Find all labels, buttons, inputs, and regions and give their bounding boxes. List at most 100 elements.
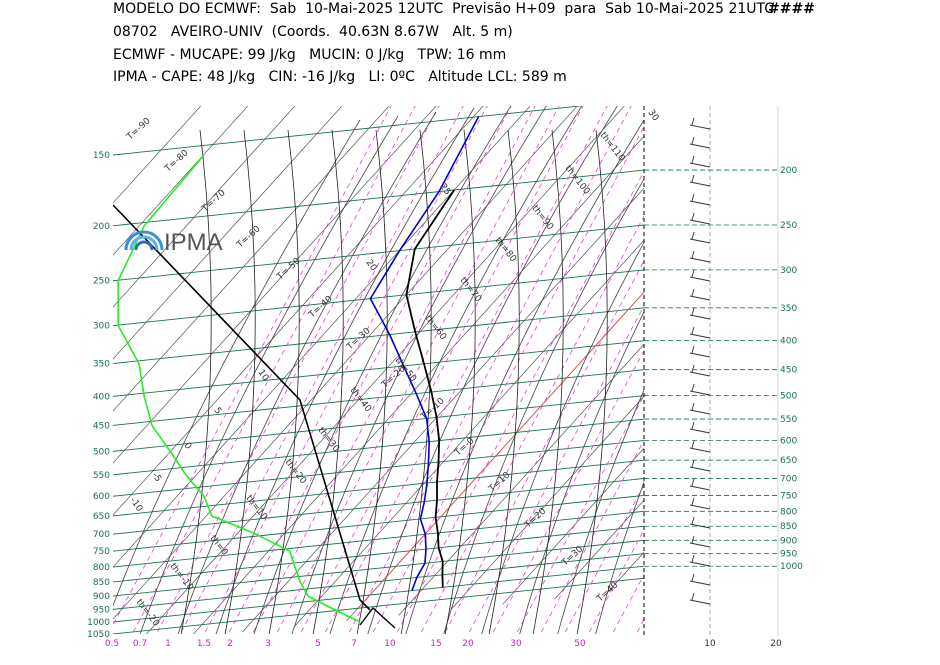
wind-barb bbox=[689, 333, 711, 339]
dry-adiabat bbox=[405, 119, 644, 634]
moist-adiabat bbox=[400, 129, 432, 634]
wind-barb-feather bbox=[691, 155, 695, 164]
isotherm-line bbox=[113, 106, 437, 464]
wind-barb bbox=[689, 181, 711, 187]
mixing-ratio-line bbox=[347, 106, 632, 634]
temperature-profile bbox=[405, 189, 455, 588]
isobar-line bbox=[113, 369, 644, 426]
dry-adiabat bbox=[557, 389, 644, 634]
isotherm-line bbox=[146, 106, 625, 634]
dry-adiabat bbox=[177, 111, 437, 634]
moist-adiabat bbox=[444, 129, 476, 634]
wind-barb-feather bbox=[691, 307, 695, 316]
wind-barb bbox=[689, 428, 711, 434]
wind-panel: 10 20 bbox=[644, 106, 782, 649]
isotherm-label: T=-90 bbox=[125, 116, 153, 143]
ipma-logo: IPMA bbox=[124, 229, 223, 256]
isotherm-label: T=-40 bbox=[307, 294, 335, 321]
wind-barb bbox=[689, 447, 711, 453]
wind-barb-feather bbox=[691, 535, 695, 544]
mixing-ratio-line bbox=[467, 305, 644, 634]
wind-barb-feather bbox=[691, 497, 695, 506]
pressure-tick-left: 1050 bbox=[87, 630, 110, 640]
pressure-tick-left: 950 bbox=[93, 605, 110, 615]
wind-barb-feather bbox=[691, 383, 695, 392]
pressure-tick-left: 900 bbox=[93, 592, 110, 602]
isotherm-line bbox=[554, 499, 644, 600]
pressure-tick-right: 350 bbox=[780, 304, 797, 314]
wind-barb bbox=[689, 276, 711, 282]
wind-barb bbox=[689, 257, 711, 263]
isobar-line bbox=[113, 510, 644, 568]
profiles bbox=[113, 116, 480, 629]
isotherm-line bbox=[242, 187, 644, 633]
isotherm-line bbox=[113, 106, 484, 516]
mixing-ratio-tick: 15 bbox=[430, 639, 441, 649]
ecmwf-indices-line: ECMWF - MUCAPE: 99 J/kg MUCIN: 0 J/kg TP… bbox=[113, 47, 507, 63]
wind-barb-feather bbox=[691, 212, 695, 221]
pressure-tick-left: 1000 bbox=[87, 618, 110, 628]
isotherm-line bbox=[113, 106, 249, 256]
moist-adiabat bbox=[488, 129, 520, 634]
mixing-ratio-tick: 20 bbox=[462, 639, 474, 649]
pressure-tick-left: 250 bbox=[93, 277, 110, 287]
isotherm-line bbox=[113, 106, 578, 620]
humidity-profile bbox=[117, 154, 361, 623]
isobar-line bbox=[113, 106, 584, 156]
theta-label: th=100 bbox=[563, 164, 592, 197]
isotherm-line bbox=[294, 239, 644, 627]
wind-barb-feather bbox=[691, 440, 695, 449]
wind-barb bbox=[689, 542, 711, 548]
wind-barb bbox=[689, 523, 711, 529]
pressure-tick-left: 350 bbox=[93, 360, 110, 370]
wind-barb bbox=[689, 504, 711, 510]
wind-barb-feather bbox=[691, 573, 695, 582]
moist-adiabat bbox=[224, 129, 256, 634]
mixing-ratio-line bbox=[611, 573, 644, 634]
pressure-tick-right: 750 bbox=[780, 491, 797, 501]
wind-barb-feather bbox=[691, 592, 695, 601]
isotherm-line bbox=[659, 0, 940, 588]
dry-adiabat bbox=[443, 178, 644, 634]
mixing-ratio-line bbox=[251, 106, 536, 634]
wind-barb-feather bbox=[691, 478, 695, 487]
wind-barb bbox=[689, 143, 711, 149]
mixing-ratio-tick: 0.7 bbox=[133, 639, 147, 649]
wind-barb bbox=[689, 200, 711, 206]
pressure-tick-right: 850 bbox=[780, 522, 797, 532]
mixing-ratio-line bbox=[395, 170, 644, 634]
pressure-tick-left: 400 bbox=[93, 392, 110, 402]
moist-adiabat-label: -10 bbox=[128, 496, 145, 514]
isotherm-line bbox=[113, 106, 531, 568]
station-line: 08702 AVEIRO-UNIV (Coords. 40.63N 8.67W … bbox=[113, 24, 513, 40]
isotherm-line bbox=[502, 447, 644, 605]
mixing-ratio-line bbox=[227, 106, 512, 634]
parcel-base bbox=[359, 606, 396, 629]
title-hash: #### bbox=[768, 1, 815, 17]
mixing-ratio-line bbox=[419, 215, 644, 634]
mixing-ratio-tick: 3 bbox=[265, 639, 271, 649]
dry-adiabat bbox=[253, 106, 512, 634]
mixing-ratio-line bbox=[299, 106, 584, 634]
moist-adiabat bbox=[268, 129, 300, 634]
isotherm-label: T=-0 bbox=[453, 436, 477, 459]
pressure-tick-right: 300 bbox=[780, 266, 797, 276]
mixing-ratio-tick: 10 bbox=[384, 639, 396, 649]
wind-axis-tick: 20 bbox=[770, 639, 782, 649]
wind-axis-tick: 10 bbox=[704, 639, 716, 649]
wind-barb bbox=[689, 485, 711, 491]
mixing-ratio-tick: 1.5 bbox=[197, 639, 211, 649]
mixing-ratio-tick: 5 bbox=[315, 639, 321, 649]
wind-barb-feather bbox=[691, 516, 695, 525]
theta-label: th=60 bbox=[423, 314, 448, 343]
pressure-tick-left: 550 bbox=[93, 471, 110, 481]
wind-barb-feather bbox=[691, 326, 695, 335]
wind-barb bbox=[689, 561, 711, 567]
dry-adiabat bbox=[215, 107, 475, 634]
pressure-tick-left: 650 bbox=[93, 512, 110, 522]
mixing-ratio-line bbox=[657, 80, 940, 640]
moist-adiabat-label: 30 bbox=[646, 108, 661, 123]
mixing-ratio-tick: 7 bbox=[351, 639, 357, 649]
pressure-tick-right: 250 bbox=[780, 221, 797, 231]
pressure-tick-right: 700 bbox=[780, 474, 797, 484]
